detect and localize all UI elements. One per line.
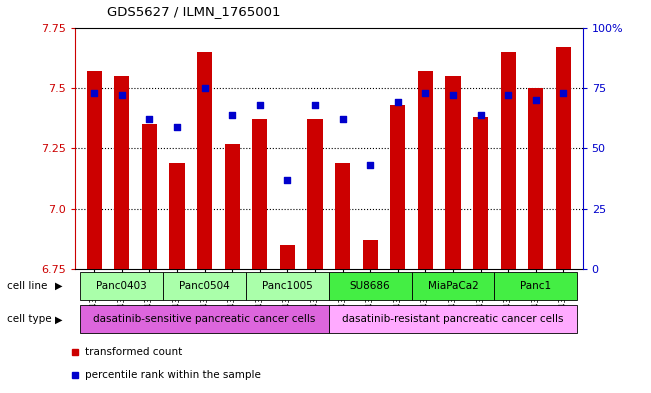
- Bar: [418, 71, 433, 269]
- Bar: [80, 305, 329, 333]
- Text: Panc1005: Panc1005: [262, 281, 312, 291]
- Bar: [307, 119, 322, 269]
- Bar: [169, 163, 185, 269]
- Text: SU8686: SU8686: [350, 281, 391, 291]
- Bar: [246, 272, 329, 300]
- Point: [558, 90, 568, 96]
- Bar: [197, 51, 212, 269]
- Bar: [142, 124, 157, 269]
- Point: [144, 116, 154, 123]
- Bar: [280, 245, 295, 269]
- Point: [310, 102, 320, 108]
- Text: transformed count: transformed count: [85, 347, 182, 357]
- Point: [255, 102, 265, 108]
- Point: [337, 116, 348, 123]
- Point: [365, 162, 376, 169]
- Point: [420, 90, 430, 96]
- Bar: [445, 76, 460, 269]
- Point: [227, 111, 238, 118]
- Point: [503, 92, 514, 98]
- Bar: [363, 240, 378, 269]
- Point: [448, 92, 458, 98]
- Text: dasatinib-resistant pancreatic cancer cells: dasatinib-resistant pancreatic cancer ce…: [342, 314, 564, 324]
- Bar: [501, 51, 516, 269]
- Text: MiaPaCa2: MiaPaCa2: [428, 281, 478, 291]
- Text: cell type: cell type: [7, 314, 51, 324]
- Text: percentile rank within the sample: percentile rank within the sample: [85, 370, 260, 380]
- Bar: [252, 119, 268, 269]
- Text: Panc0403: Panc0403: [96, 281, 147, 291]
- Bar: [411, 272, 494, 300]
- Bar: [556, 47, 571, 269]
- Text: GDS5627 / ILMN_1765001: GDS5627 / ILMN_1765001: [107, 5, 281, 18]
- Bar: [473, 117, 488, 269]
- Text: ▶: ▶: [55, 281, 63, 291]
- Text: ▶: ▶: [55, 314, 63, 324]
- Point: [475, 111, 486, 118]
- Bar: [87, 71, 102, 269]
- Point: [282, 176, 292, 183]
- Point: [89, 90, 100, 96]
- Text: Panc0504: Panc0504: [179, 281, 230, 291]
- Bar: [80, 272, 163, 300]
- Text: dasatinib-sensitive pancreatic cancer cells: dasatinib-sensitive pancreatic cancer ce…: [93, 314, 316, 324]
- Bar: [225, 143, 240, 269]
- Text: Panc1: Panc1: [520, 281, 551, 291]
- Point: [117, 92, 127, 98]
- Bar: [329, 272, 411, 300]
- Point: [531, 97, 541, 103]
- Bar: [528, 88, 544, 269]
- Bar: [329, 305, 577, 333]
- Point: [393, 99, 403, 106]
- Bar: [390, 105, 406, 269]
- Text: cell line: cell line: [7, 281, 47, 291]
- Point: [172, 123, 182, 130]
- Bar: [114, 76, 130, 269]
- Bar: [494, 272, 577, 300]
- Point: [199, 85, 210, 91]
- Bar: [163, 272, 246, 300]
- Bar: [335, 163, 350, 269]
